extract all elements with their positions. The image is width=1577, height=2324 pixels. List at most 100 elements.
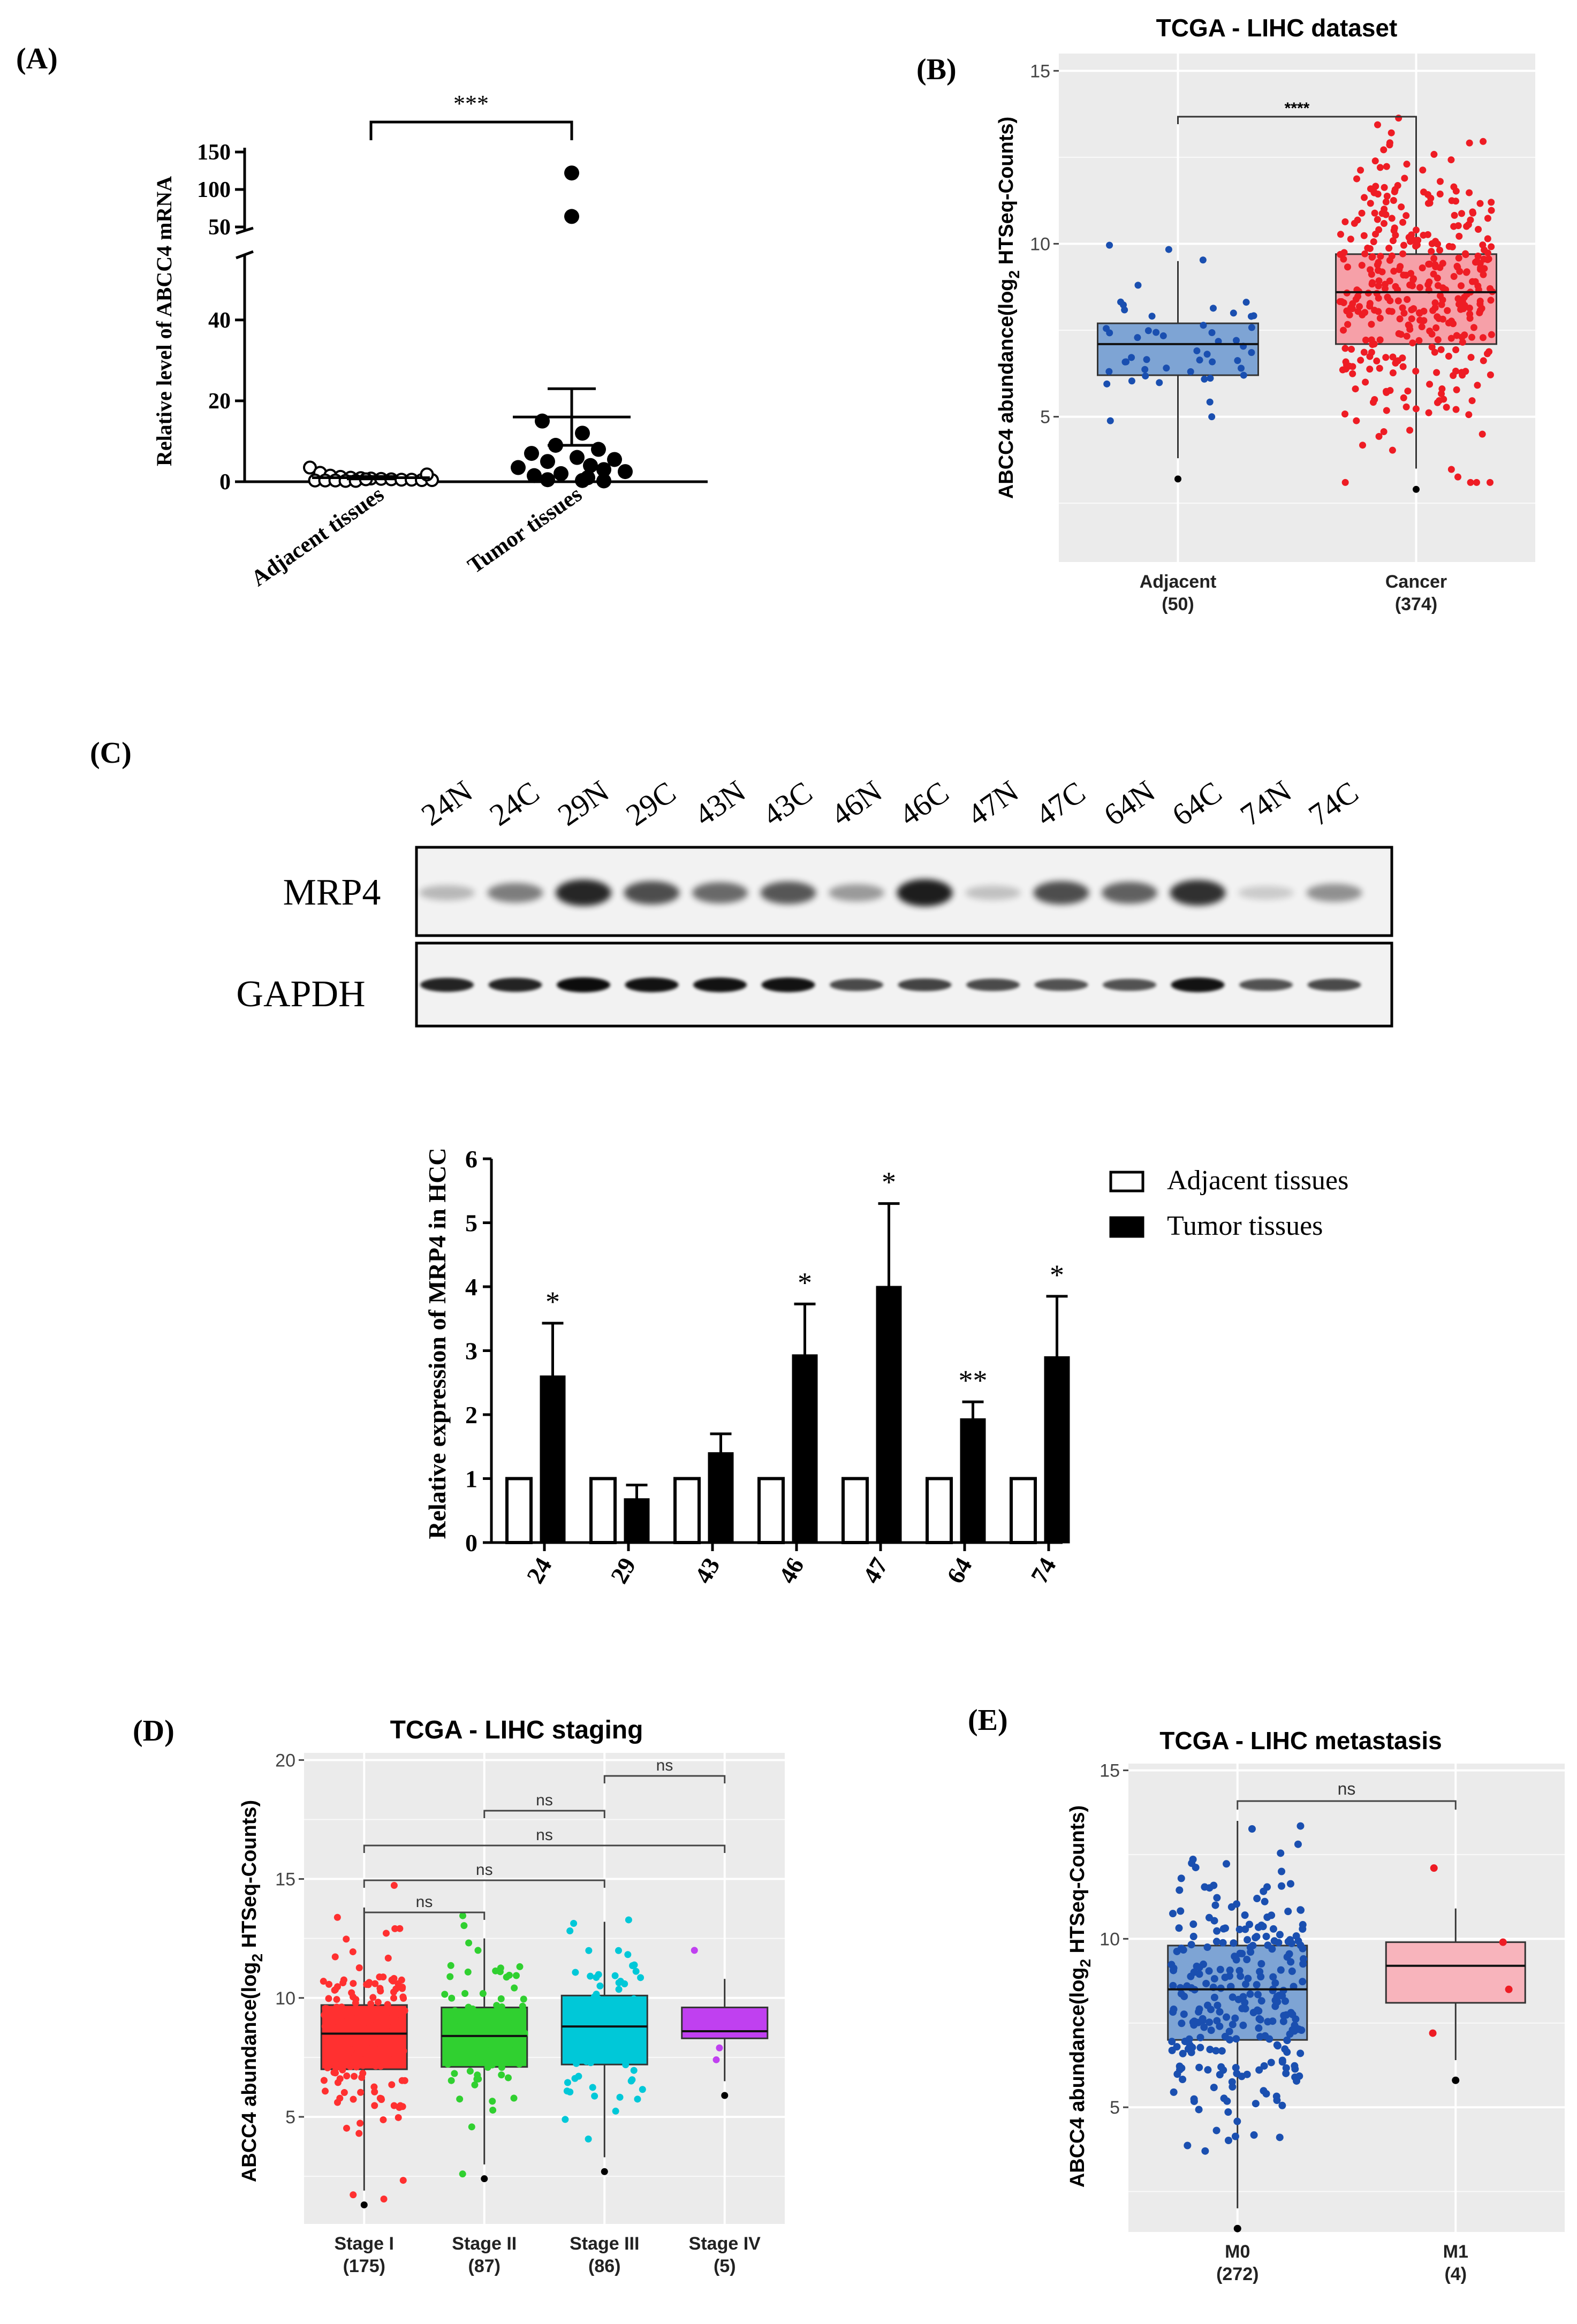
box-jitter-point <box>1206 2046 1214 2054</box>
c-mrp4-band <box>897 879 953 907</box>
box-jitter-point <box>1476 309 1483 316</box>
box-jitter-point <box>321 2023 329 2030</box>
d-y-tick-label: 10 <box>275 1988 295 2009</box>
box-jitter-point <box>1287 1939 1295 1947</box>
c-bar-y-tick-label: 5 <box>465 1210 477 1237</box>
a-y-tick-label: 100 <box>197 178 231 202</box>
box-jitter-point <box>1396 266 1403 274</box>
box-jitter-point <box>448 2077 455 2084</box>
box-jitter-point <box>1430 150 1438 158</box>
box-jitter-point <box>562 2116 569 2123</box>
box-jitter-point <box>1269 1973 1277 1981</box>
box-jitter-point <box>1173 2070 1181 2078</box>
box-jitter-point <box>1212 1938 1220 1946</box>
e-x-labels: M0(272) M1(4) <box>1216 2242 1468 2284</box>
box-jitter-point <box>331 1953 339 1961</box>
box-jitter-point <box>1452 367 1460 375</box>
box-jitter-point <box>1479 334 1487 341</box>
e-y-axis-label: ABCC4 abundance(log2 HTSeq-Counts) <box>1066 1805 1094 2188</box>
box-jitter-point <box>1452 187 1460 195</box>
box-jitter-point <box>1462 251 1469 259</box>
box-jitter-point <box>1381 280 1389 288</box>
c-bar-x-label: 24 <box>521 1553 557 1588</box>
c-lane-label: 74C <box>1302 774 1364 833</box>
box-jitter-point <box>591 2092 598 2100</box>
box-jitter-point <box>392 1985 400 1993</box>
box-jitter-point <box>1235 1966 1244 1974</box>
box-jitter-point <box>1257 1922 1265 1930</box>
c-bar-x-label: 29 <box>605 1553 641 1588</box>
box-jitter-point <box>1348 305 1356 313</box>
box-jitter-point <box>1285 1950 1293 1958</box>
box-jitter-point <box>338 2003 345 2011</box>
box-jitter-point <box>329 2022 336 2030</box>
a-significance-bracket <box>369 120 573 140</box>
box-jitter-point <box>1278 1867 1286 1875</box>
box-jitter-point <box>1347 236 1354 243</box>
box-x-label: Stage II <box>452 2234 517 2254</box>
box-jitter-point <box>395 2114 402 2121</box>
box-jitter-point <box>1352 385 1359 393</box>
box-jitter-point <box>1256 2016 1264 2024</box>
box-jitter-point <box>1381 184 1388 191</box>
box-jitter-point <box>1261 1897 1269 1905</box>
c-lane-label: 47C <box>1029 774 1091 833</box>
c-lane-labels: 24N 24C 29N 29C 43N 43C 46N 46C 47N 47C 64N 64C 74N 7… <box>415 773 1364 833</box>
box-jitter-point <box>1438 390 1445 398</box>
box-jitter-point <box>1432 324 1440 331</box>
box-jitter-point <box>1144 327 1152 335</box>
c-bar-y-tick-label: 6 <box>465 1145 477 1173</box>
box-jitter-point <box>492 1967 499 1974</box>
a-y-ticks: 0 20 40 50 100 150 <box>197 140 245 495</box>
c-gapdh-band <box>488 977 542 992</box>
box-jitter-point <box>355 1964 363 1971</box>
b-y-ticks: 5 10 15 <box>1030 61 1059 428</box>
box-jitter-point <box>1195 2063 1203 2071</box>
box-jitter-point <box>1134 282 1142 289</box>
box-jitter-point <box>1203 1943 1211 1951</box>
box-jitter-point <box>370 2083 378 2091</box>
c-bar-legend: Adjacent tissues Tumor tissues <box>1109 1165 1348 1241</box>
box-jitter-point <box>369 1994 377 2001</box>
box-jitter-point <box>1368 321 1375 328</box>
box-jitter-point <box>1291 2062 1299 2070</box>
box-jitter-point <box>600 2030 607 2037</box>
box-x-count: (272) <box>1216 2264 1258 2284</box>
box-jitter-point <box>1419 264 1426 271</box>
box-jitter-point <box>1341 345 1349 352</box>
box-jitter-point <box>456 2095 464 2103</box>
box-jitter-point <box>1248 1825 1256 1833</box>
box-jitter-point <box>443 2037 450 2044</box>
box-jitter-point <box>1385 245 1393 252</box>
box-jitter-point <box>1269 1986 1277 1994</box>
box-jitter-point <box>635 2056 643 2063</box>
c-bands <box>419 879 1362 992</box>
box-jitter-point <box>1201 375 1208 383</box>
box-jitter-point <box>585 1947 593 1954</box>
box-jitter-point <box>1347 346 1355 353</box>
box-jitter-point <box>1262 1932 1270 1940</box>
box-jitter-point <box>621 1980 628 1988</box>
box-jitter-point <box>1420 317 1428 324</box>
box-jitter-point <box>1436 246 1444 254</box>
box-jitter-point <box>1373 290 1381 297</box>
box-jitter-point <box>1428 248 1435 255</box>
c-bar-significance: * <box>882 1166 896 1198</box>
c-lane-label: 74N <box>1234 773 1298 833</box>
box-jitter-point <box>1375 282 1382 290</box>
box-jitter-point <box>1263 1913 1271 1921</box>
box-jitter-point <box>1179 2076 1187 2083</box>
box-jitter-point <box>333 1913 341 1921</box>
box-jitter-point <box>1374 121 1381 128</box>
box-jitter-point <box>1234 1995 1242 2003</box>
box-jitter-point <box>333 1996 340 2003</box>
box-jitter-point <box>1211 1901 1219 1909</box>
box-jitter-point <box>1445 242 1453 250</box>
box-jitter-point <box>1159 332 1167 339</box>
c-gapdh-band <box>966 978 1020 991</box>
box-jitter-point <box>1142 372 1149 379</box>
c-gapdh-band <box>420 977 474 992</box>
box-jitter-point <box>1466 139 1473 147</box>
box-jitter-point <box>489 2098 496 2105</box>
box-jitter-point <box>1282 1997 1290 2005</box>
